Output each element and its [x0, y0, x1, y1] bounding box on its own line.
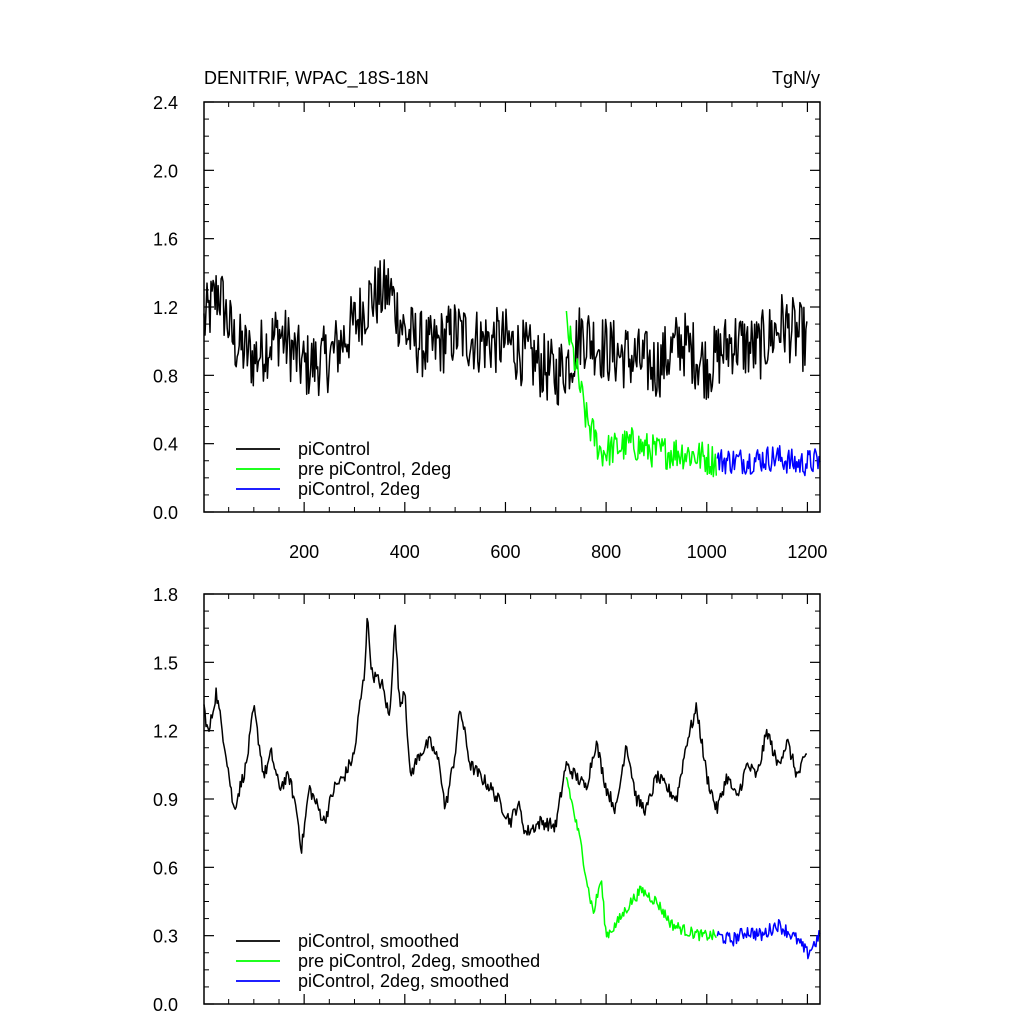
top-series-line-0: [203, 259, 808, 406]
top-xtick-label: 600: [490, 542, 520, 562]
top-xtick-label: 200: [289, 542, 319, 562]
bottom-legend-label-2: piControl, 2deg, smoothed: [298, 971, 509, 991]
bottom-ytick-label: 0.9: [153, 790, 178, 810]
top-xtick-label: 1200: [787, 542, 827, 562]
top-ytick-label: 1.6: [153, 230, 178, 250]
top-ytick-label: 0.4: [153, 435, 178, 455]
bottom-series-group: [203, 617, 821, 960]
top-title: DENITRIF, WPAC_18S-18N: [204, 68, 429, 89]
top-xtick-label: 1000: [687, 542, 727, 562]
top-ytick-label: 1.2: [153, 298, 178, 318]
top-ytick-label: 2.0: [153, 161, 178, 181]
bottom-legend-label-1: pre piControl, 2deg, smoothed: [298, 951, 540, 971]
top-axis-group: 0.0 0.4 0.8 1.2 1.6 2.0 2.4 200 400 600 800 1000 120…: [153, 93, 827, 562]
bottom-ytick-label: 0.6: [153, 858, 178, 878]
top-units: TgN/y: [772, 68, 820, 88]
bottom-series-line-1: [565, 776, 717, 942]
top-plot-frame: [203, 101, 821, 513]
bottom-plot-frame: [203, 593, 821, 1005]
top-panel: DENITRIF, WPAC_18S-18N TgN/y 0.0 0.4 0.8 1.…: [153, 68, 827, 562]
top-series-group: [203, 259, 821, 478]
top-legend-label-2: piControl, 2deg: [298, 479, 420, 499]
top-xtick-label: 800: [591, 542, 621, 562]
bottom-series-line-2: [716, 918, 821, 960]
bottom-ytick-label: 1.5: [153, 653, 178, 673]
bottom-axis-group: 0.0 0.3 0.6 0.9 1.2 1.5 1.8: [153, 585, 820, 1015]
bottom-series-line-0: [203, 617, 807, 854]
top-xtick-label: 400: [390, 542, 420, 562]
bottom-legend-label-0: piControl, smoothed: [298, 931, 459, 951]
top-ytick-label: 2.4: [153, 93, 178, 113]
top-legend-label-0: piControl: [298, 439, 370, 459]
bottom-ytick-label: 1.8: [153, 585, 178, 605]
bottom-ytick-label: 0.3: [153, 927, 178, 947]
bottom-panel: 0.0 0.3 0.6 0.9 1.2 1.5 1.8 piControl, smoothe…: [153, 585, 821, 1015]
top-ytick-label: 0.0: [153, 503, 178, 523]
top-series-line-1: [565, 310, 718, 478]
bottom-ytick-label: 0.0: [153, 995, 178, 1015]
top-ytick-label: 0.8: [153, 366, 178, 386]
bottom-ytick-label: 1.2: [153, 722, 178, 742]
top-series-line-2: [716, 445, 821, 477]
top-legend-label-1: pre piControl, 2deg: [298, 459, 451, 479]
